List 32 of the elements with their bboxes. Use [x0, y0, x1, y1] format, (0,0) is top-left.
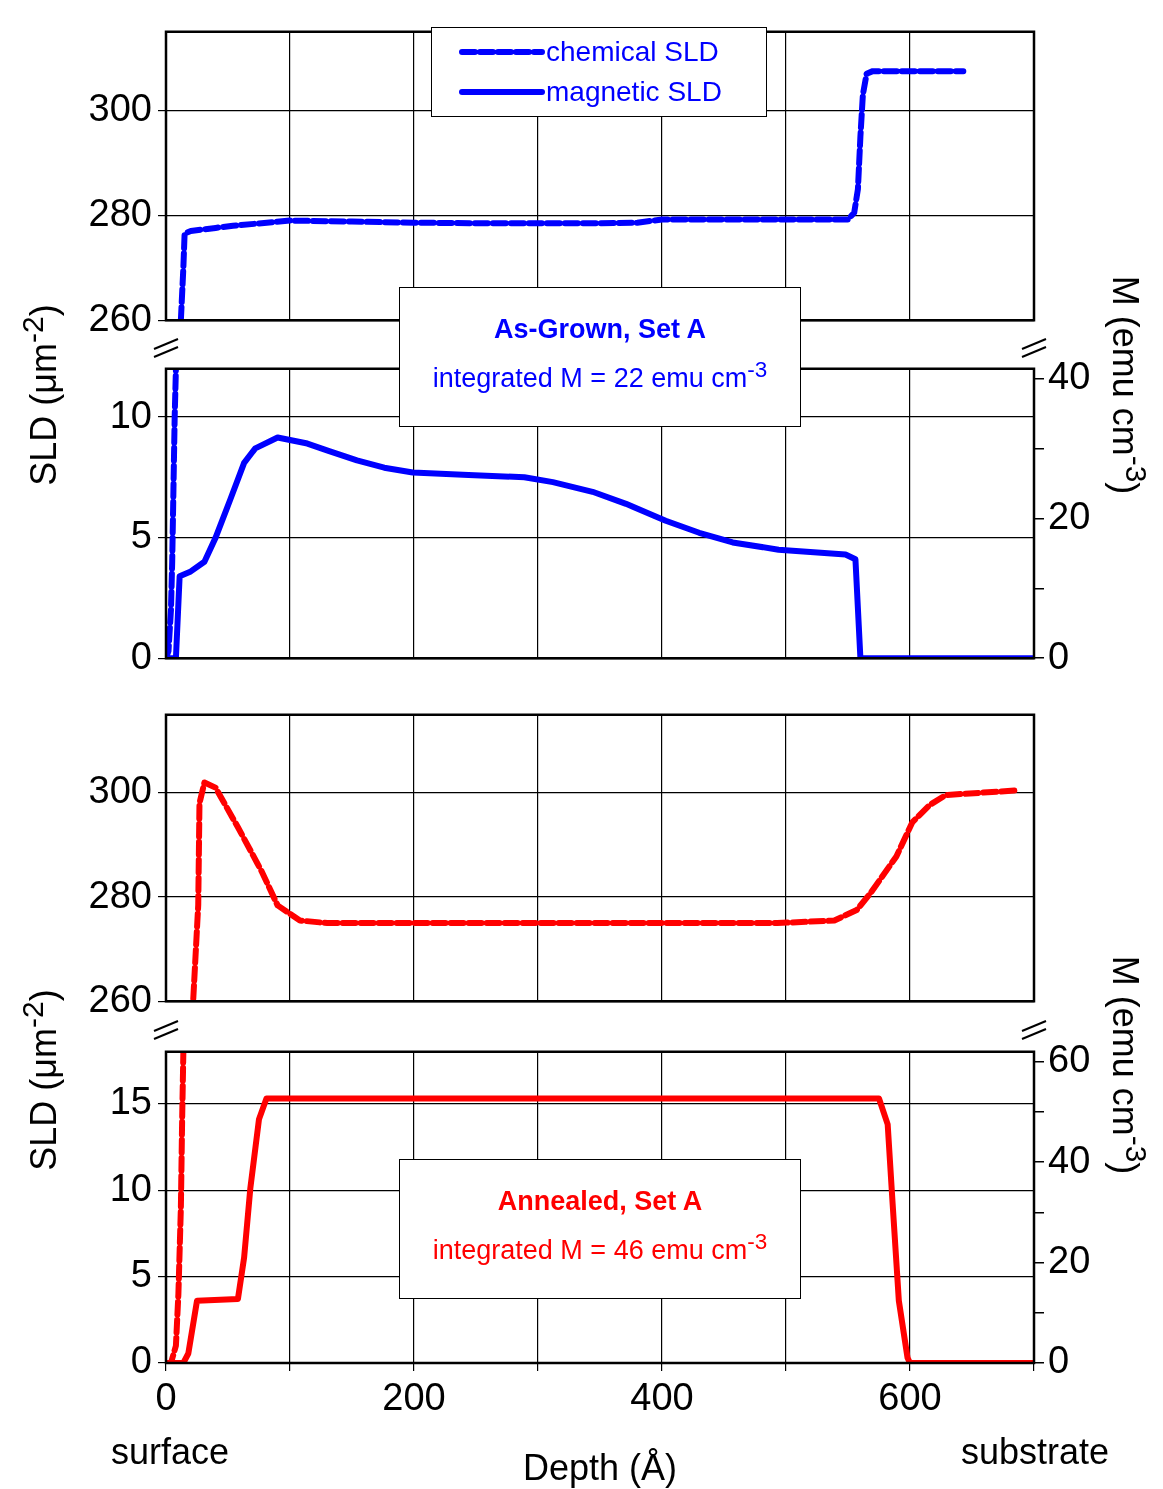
y-tick-label: 0: [130, 1339, 152, 1382]
x-tick-label: 200: [382, 1376, 446, 1419]
y-tick-label: 280: [88, 873, 152, 916]
y-tick-label: 10: [109, 393, 152, 436]
y2-tick-label: 0: [1048, 634, 1070, 677]
y-tick-label: 260: [88, 977, 152, 1020]
y2-tick-label: 20: [1048, 494, 1091, 537]
y-tick-label: 300: [88, 86, 152, 129]
annotation: Annealed, Set A: [496, 1186, 704, 1217]
text: substrate: [960, 1431, 1110, 1473]
y-tick-label: 15: [109, 1080, 152, 1123]
text: magnetic SLD: [546, 76, 722, 108]
y-tick-label: 5: [130, 1253, 152, 1296]
y2-tick-label: 60: [1048, 1038, 1091, 1081]
annotation: integrated M = 22 emu cm$^{-3}$: [431, 357, 769, 394]
y-tick-label: 0: [130, 634, 152, 677]
text: surface: [110, 1431, 230, 1473]
y2-tick-label: 20: [1048, 1239, 1091, 1282]
annotation: As-Grown, Set A: [493, 314, 707, 345]
y-tick-label: 10: [109, 1166, 152, 1209]
annotation: integrated M = 46 emu cm$^{-3}$: [431, 1229, 769, 1266]
x-axis-title: Depth (Å): [522, 1447, 678, 1489]
y2-tick-label: 40: [1048, 1138, 1091, 1181]
x-tick-label: 600: [878, 1376, 942, 1419]
y2-tick-label: 40: [1048, 355, 1091, 398]
y2-tick-label: 0: [1048, 1339, 1070, 1382]
y-tick-label: 300: [88, 769, 152, 812]
legend-label: chemical SLD: [546, 36, 719, 68]
y-tick-label: 280: [88, 191, 152, 234]
y-tick-label: 260: [88, 296, 152, 339]
y-tick-label: 5: [130, 514, 152, 557]
x-tick-label: 400: [630, 1376, 694, 1419]
